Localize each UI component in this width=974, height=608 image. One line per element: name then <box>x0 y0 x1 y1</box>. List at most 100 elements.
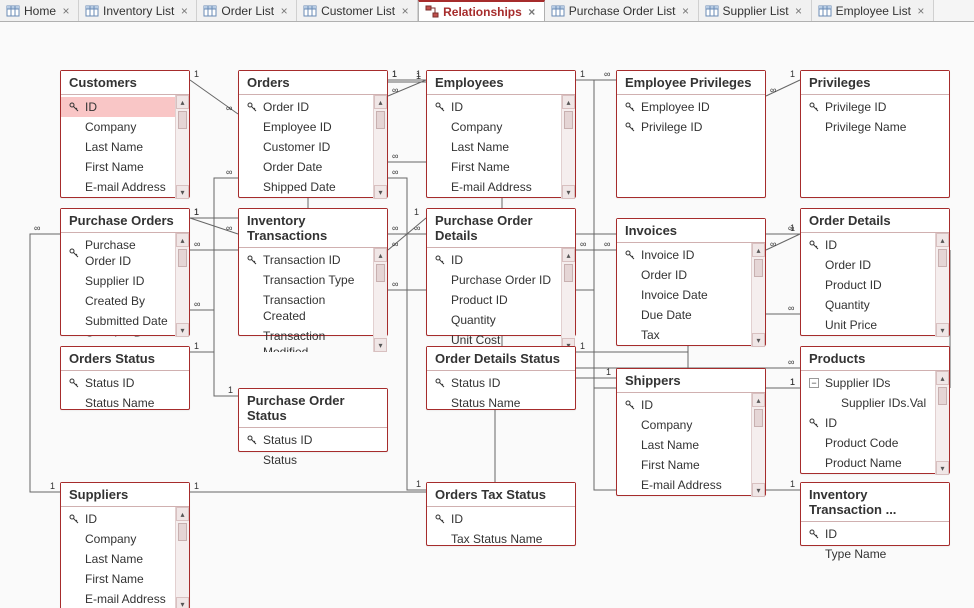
entity-order_details[interactable]: Order DetailsIDOrder IDProduct IDQuantit… <box>800 208 950 336</box>
scrollbar[interactable]: ▴▾ <box>175 507 189 608</box>
field-row[interactable]: Company <box>61 529 175 549</box>
scroll-thumb[interactable] <box>376 111 385 129</box>
scrollbar[interactable]: ▴▾ <box>561 248 575 352</box>
field-row[interactable]: Due Date <box>617 305 751 325</box>
entity-employee_privileges[interactable]: Employee PrivilegesEmployee IDPrivilege … <box>616 70 766 198</box>
tab-inventory-list[interactable]: Inventory List× <box>79 0 197 21</box>
field-row[interactable]: Unit Price <box>801 315 935 335</box>
field-row[interactable]: Company <box>427 117 561 137</box>
scroll-thumb[interactable] <box>178 249 187 267</box>
entity-suppliers[interactable]: SuppliersIDCompanyLast NameFirst NameE-m… <box>60 482 190 608</box>
field-row[interactable]: Supplier ID <box>61 271 175 291</box>
scroll-thumb[interactable] <box>178 111 187 129</box>
scrollbar[interactable]: ▴▾ <box>373 248 387 352</box>
scroll-up-icon[interactable]: ▴ <box>752 243 765 257</box>
close-icon[interactable]: × <box>680 5 692 17</box>
field-row[interactable]: Job Title <box>427 197 561 199</box>
field-row[interactable]: Order ID <box>801 255 935 275</box>
tab-home[interactable]: Home× <box>0 0 79 21</box>
field-row[interactable]: Created By <box>61 291 175 311</box>
scroll-down-icon[interactable]: ▾ <box>176 597 189 608</box>
scroll-down-icon[interactable]: ▾ <box>752 333 765 347</box>
field-row[interactable]: Purchase Order ID <box>61 235 175 271</box>
scroll-up-icon[interactable]: ▴ <box>562 248 575 262</box>
entity-employees[interactable]: EmployeesIDCompanyLast NameFirst NameE-m… <box>426 70 576 198</box>
scrollbar[interactable]: ▴▾ <box>935 233 949 337</box>
field-row[interactable]: Invoice Date <box>617 285 751 305</box>
entity-orders_status[interactable]: Orders StatusStatus IDStatus Name <box>60 346 190 410</box>
field-row[interactable]: Product Code <box>801 433 935 453</box>
field-row[interactable]: E-mail Address <box>61 177 175 197</box>
entity-inventory_transactions[interactable]: Inventory TransactionsTransaction IDTran… <box>238 208 388 336</box>
field-row[interactable]: Supplier IDs.Val <box>801 393 935 413</box>
field-row[interactable]: Product ID <box>801 275 935 295</box>
field-row[interactable]: Product ID <box>427 290 561 310</box>
field-row[interactable]: First Name <box>427 157 561 177</box>
scrollbar[interactable]: ▴▾ <box>561 95 575 199</box>
scroll-up-icon[interactable]: ▴ <box>176 95 189 109</box>
scroll-down-icon[interactable]: ▾ <box>374 338 387 352</box>
scroll-down-icon[interactable]: ▾ <box>936 323 949 337</box>
field-row[interactable]: Company <box>61 117 175 137</box>
field-row[interactable]: Status ID <box>427 373 561 393</box>
field-row[interactable]: First Name <box>61 157 175 177</box>
field-row[interactable]: Submitted Date <box>61 311 175 331</box>
field-row[interactable]: Invoice ID <box>617 245 751 265</box>
field-row[interactable]: Last Name <box>61 549 175 569</box>
field-row[interactable]: Transaction Modified <box>239 326 373 352</box>
field-row[interactable]: E-mail Address <box>617 475 751 495</box>
scroll-down-icon[interactable]: ▾ <box>176 185 189 199</box>
scroll-up-icon[interactable]: ▴ <box>176 507 189 521</box>
entity-orders_tax_status[interactable]: Orders Tax StatusIDTax Status Name <box>426 482 576 546</box>
scrollbar[interactable]: ▴▾ <box>175 233 189 337</box>
field-row[interactable]: Privilege ID <box>801 97 935 117</box>
field-row[interactable]: ID <box>617 395 751 415</box>
scroll-thumb[interactable] <box>938 387 947 405</box>
close-icon[interactable]: × <box>278 5 290 17</box>
close-icon[interactable]: × <box>915 5 927 17</box>
tab-employee-list[interactable]: Employee List× <box>812 0 934 21</box>
field-row[interactable]: Privilege Name <box>801 117 935 137</box>
scroll-thumb[interactable] <box>564 111 573 129</box>
field-row[interactable]: Job Title <box>617 495 751 497</box>
field-row[interactable]: Customer ID <box>239 137 373 157</box>
field-row[interactable]: Transaction Type <box>239 270 373 290</box>
field-row[interactable]: −Supplier IDs <box>801 373 935 393</box>
scroll-thumb[interactable] <box>938 249 947 267</box>
tab-customer-list[interactable]: Customer List× <box>297 0 418 21</box>
field-row[interactable]: Quantity <box>427 310 561 330</box>
field-row[interactable]: Transaction Created <box>239 290 373 326</box>
field-row[interactable]: Status Name <box>61 393 175 411</box>
field-row[interactable]: ID <box>61 509 175 529</box>
field-row[interactable]: ID <box>427 97 561 117</box>
field-row[interactable]: Employee ID <box>617 97 751 117</box>
field-row[interactable]: Shipping <box>617 345 751 347</box>
field-row[interactable]: Employee ID <box>239 117 373 137</box>
scroll-down-icon[interactable]: ▾ <box>176 323 189 337</box>
close-icon[interactable]: × <box>793 5 805 17</box>
tab-supplier-list[interactable]: Supplier List× <box>699 0 812 21</box>
field-row[interactable]: Company <box>617 415 751 435</box>
diagram-canvas[interactable]: CustomersIDCompanyLast NameFirst NameE-m… <box>0 22 974 608</box>
scroll-down-icon[interactable]: ▾ <box>562 185 575 199</box>
field-row[interactable]: Order ID <box>239 97 373 117</box>
field-row[interactable]: First Name <box>617 455 751 475</box>
field-row[interactable]: Tax Status Name <box>427 529 561 547</box>
field-row[interactable]: Order ID <box>617 265 751 285</box>
field-row[interactable]: Quantity <box>801 295 935 315</box>
field-row[interactable]: Status <box>239 450 373 468</box>
expand-icon[interactable]: − <box>809 378 819 388</box>
close-icon[interactable]: × <box>526 6 538 18</box>
field-row[interactable]: Job Title <box>61 197 175 199</box>
field-row[interactable]: ID <box>801 235 935 255</box>
field-row[interactable]: Last Name <box>617 435 751 455</box>
tab-relationships[interactable]: Relationships× <box>418 0 545 21</box>
scroll-up-icon[interactable]: ▴ <box>374 95 387 109</box>
field-row[interactable]: Type Name <box>801 544 935 562</box>
scroll-up-icon[interactable]: ▴ <box>752 393 765 407</box>
scroll-thumb[interactable] <box>376 264 385 282</box>
entity-products[interactable]: Products−Supplier IDsSupplier IDs.ValIDP… <box>800 346 950 474</box>
field-row[interactable]: Tax <box>617 325 751 345</box>
entity-order_details_status[interactable]: Order Details StatusStatus IDStatus Name <box>426 346 576 410</box>
field-row[interactable]: ID <box>427 250 561 270</box>
